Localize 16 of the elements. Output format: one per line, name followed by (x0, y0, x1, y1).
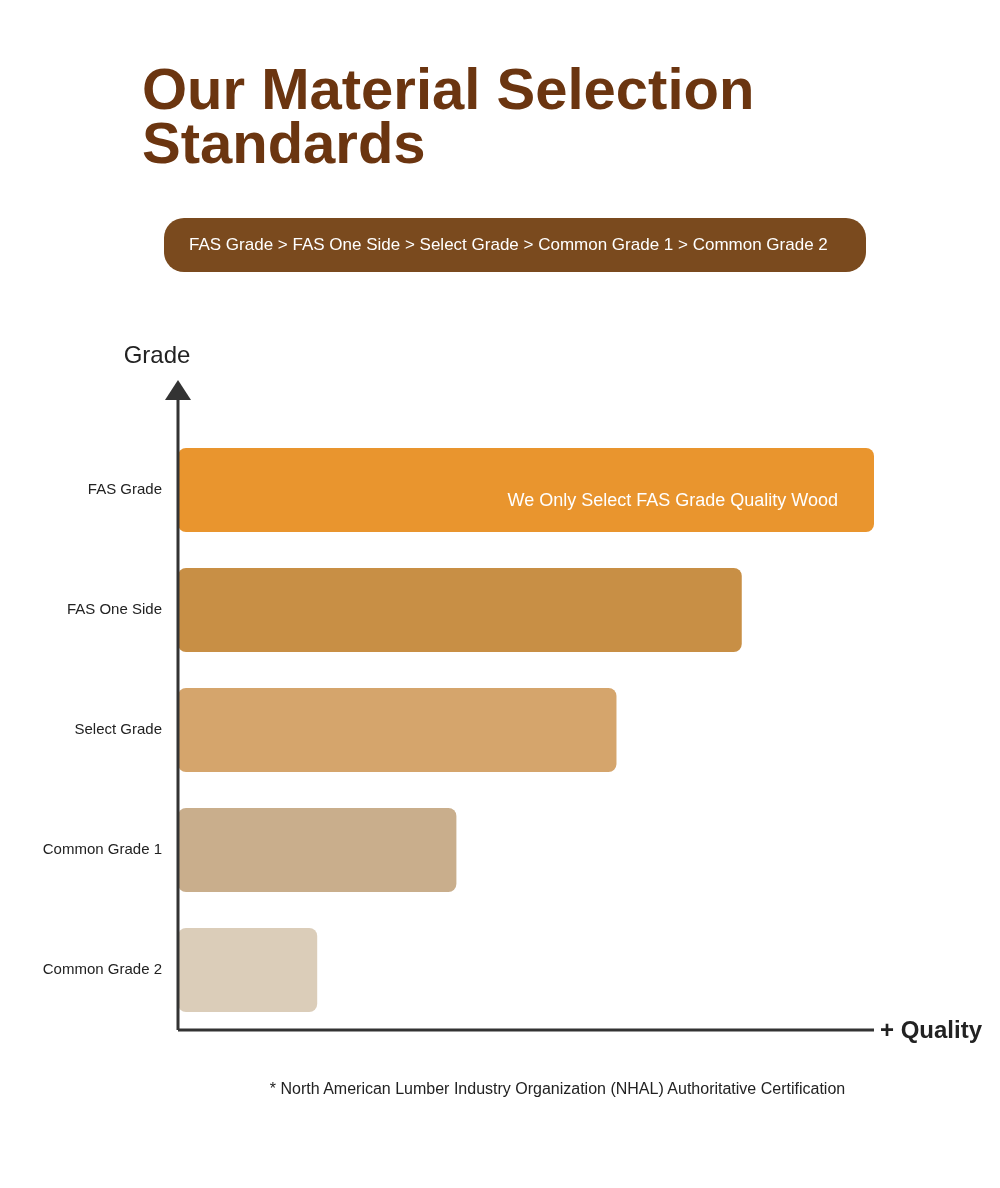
y-axis-title: Grade (123, 340, 191, 368)
chart-subtitle: FAS Grade > FAS One Side > Select Grade > Common Grade 1 > Common Grade 2 (164, 218, 866, 272)
bar (178, 448, 874, 532)
bar (178, 688, 617, 772)
bar (178, 928, 318, 1012)
x-axis-title: + Quality (880, 1015, 983, 1043)
bar (178, 568, 742, 652)
y-tick-label: Common Grade 2 (42, 960, 162, 978)
y-tick-label: FAS One Side (66, 600, 162, 618)
y-tick-label: Select Grade (74, 720, 162, 738)
bar (178, 808, 457, 892)
chart-title: Our Material Selection Standards (142, 56, 756, 175)
text: * North American Lumber Industry Organization (NHAL) Authoritative Certification (268, 1080, 847, 1098)
y-tick-label: Common Grade 1 (42, 840, 162, 858)
y-tick-label: FAS Grade (87, 480, 162, 498)
annotation: We Only Select FAS Grade Quality Wood (506, 490, 838, 511)
